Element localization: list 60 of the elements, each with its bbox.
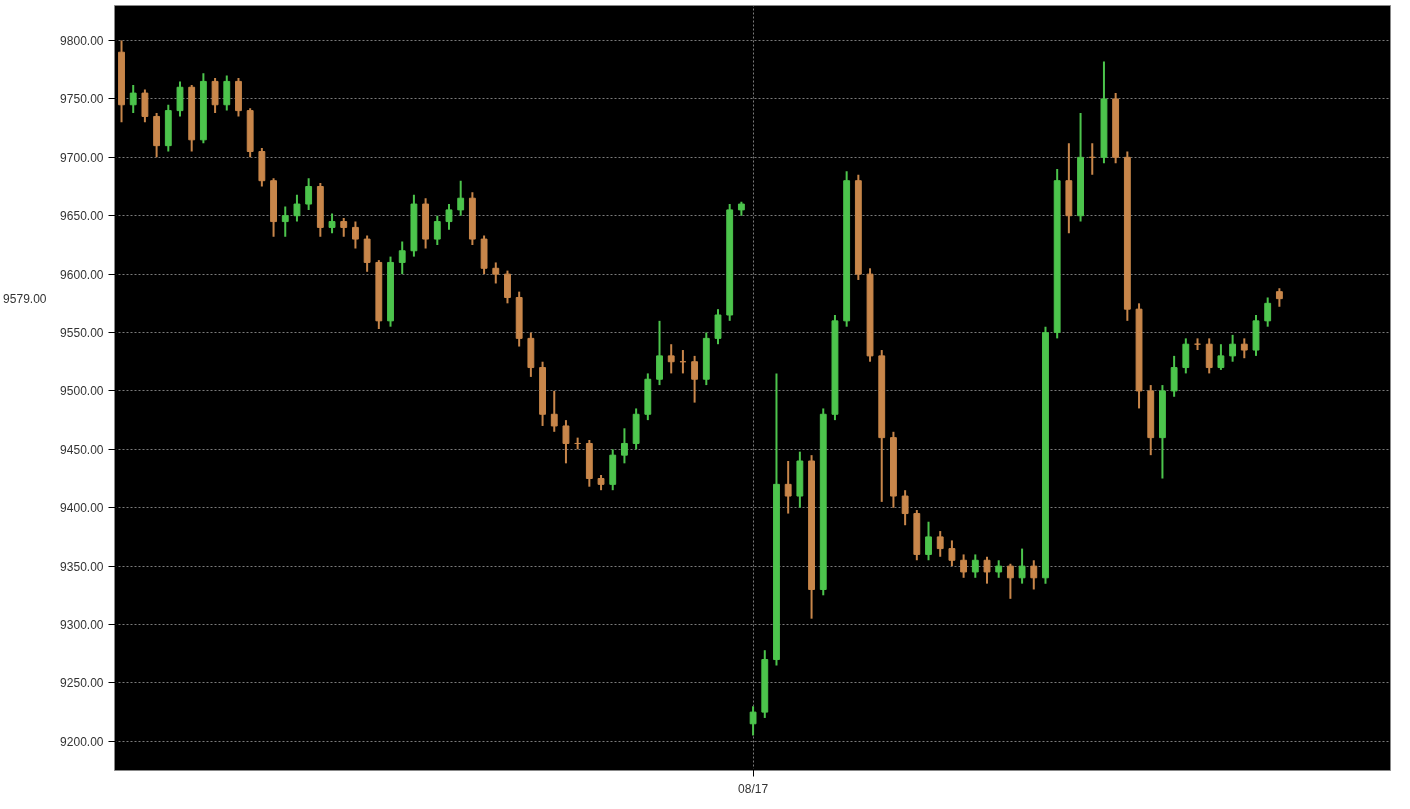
candlestick	[971, 553, 979, 579]
candlestick	[398, 240, 406, 276]
y-tick-label: 9250.00	[60, 676, 104, 691]
x-tick-label: 08/17	[738, 781, 769, 796]
y-tick-label: 9800.00	[60, 34, 104, 49]
candlestick	[1264, 296, 1272, 328]
candlestick	[784, 460, 792, 515]
candlestick	[457, 179, 465, 217]
candlestick	[141, 88, 149, 124]
candlestick	[223, 74, 231, 112]
candlestick	[492, 261, 500, 285]
candlestick	[1030, 559, 1038, 591]
candlestick	[550, 389, 558, 433]
y-tick-label: 9300.00	[60, 618, 104, 633]
candlestick	[901, 489, 909, 527]
y-tick-label: 9200.00	[60, 734, 104, 749]
y-tick-label: 9500.00	[60, 384, 104, 399]
candlestick	[433, 214, 441, 246]
candlestick	[983, 555, 991, 585]
candlestick	[340, 217, 348, 238]
candlestick	[1170, 354, 1178, 398]
candlestick	[293, 193, 301, 223]
candlestick	[714, 308, 722, 346]
candlestick	[504, 269, 511, 305]
candlestick	[1018, 547, 1026, 585]
candlestick	[129, 83, 137, 114]
y-tick-label: 9700.00	[60, 150, 104, 165]
candlestick	[1006, 562, 1014, 600]
candlestick	[936, 530, 944, 558]
candlestick	[691, 354, 699, 404]
y-tick-label: 9350.00	[60, 559, 104, 574]
candlestick	[960, 553, 968, 579]
y-tick-label: 9400.00	[60, 501, 104, 516]
y-tick-label: 9550.00	[60, 326, 104, 341]
y-tick-label: 9750.00	[60, 92, 104, 107]
candlestick	[1240, 337, 1248, 360]
candlestick	[281, 205, 289, 238]
candlestick	[305, 177, 313, 211]
candlestick	[562, 419, 570, 465]
candlestick	[656, 319, 663, 387]
y-tick-label: 9450.00	[60, 442, 104, 457]
candlestick	[1217, 343, 1225, 371]
candlestick	[363, 234, 371, 273]
text: 9579.00	[3, 292, 47, 307]
candlestick	[211, 76, 219, 114]
candlestick	[445, 203, 453, 231]
candlestick	[352, 220, 359, 250]
candlestick	[1205, 337, 1213, 375]
candlestick	[749, 705, 757, 737]
candlestick	[176, 80, 184, 118]
candlestick	[621, 427, 628, 465]
candlestick	[1182, 337, 1190, 375]
candlestick	[1275, 287, 1283, 308]
candlestick	[667, 343, 675, 375]
candlestick	[948, 539, 956, 568]
candlestick	[925, 520, 932, 562]
candlestick	[328, 212, 336, 235]
y-tick-label: 9600.00	[60, 267, 104, 282]
candlestick	[1229, 333, 1237, 363]
y-tick-label: 9650.00	[60, 209, 104, 224]
